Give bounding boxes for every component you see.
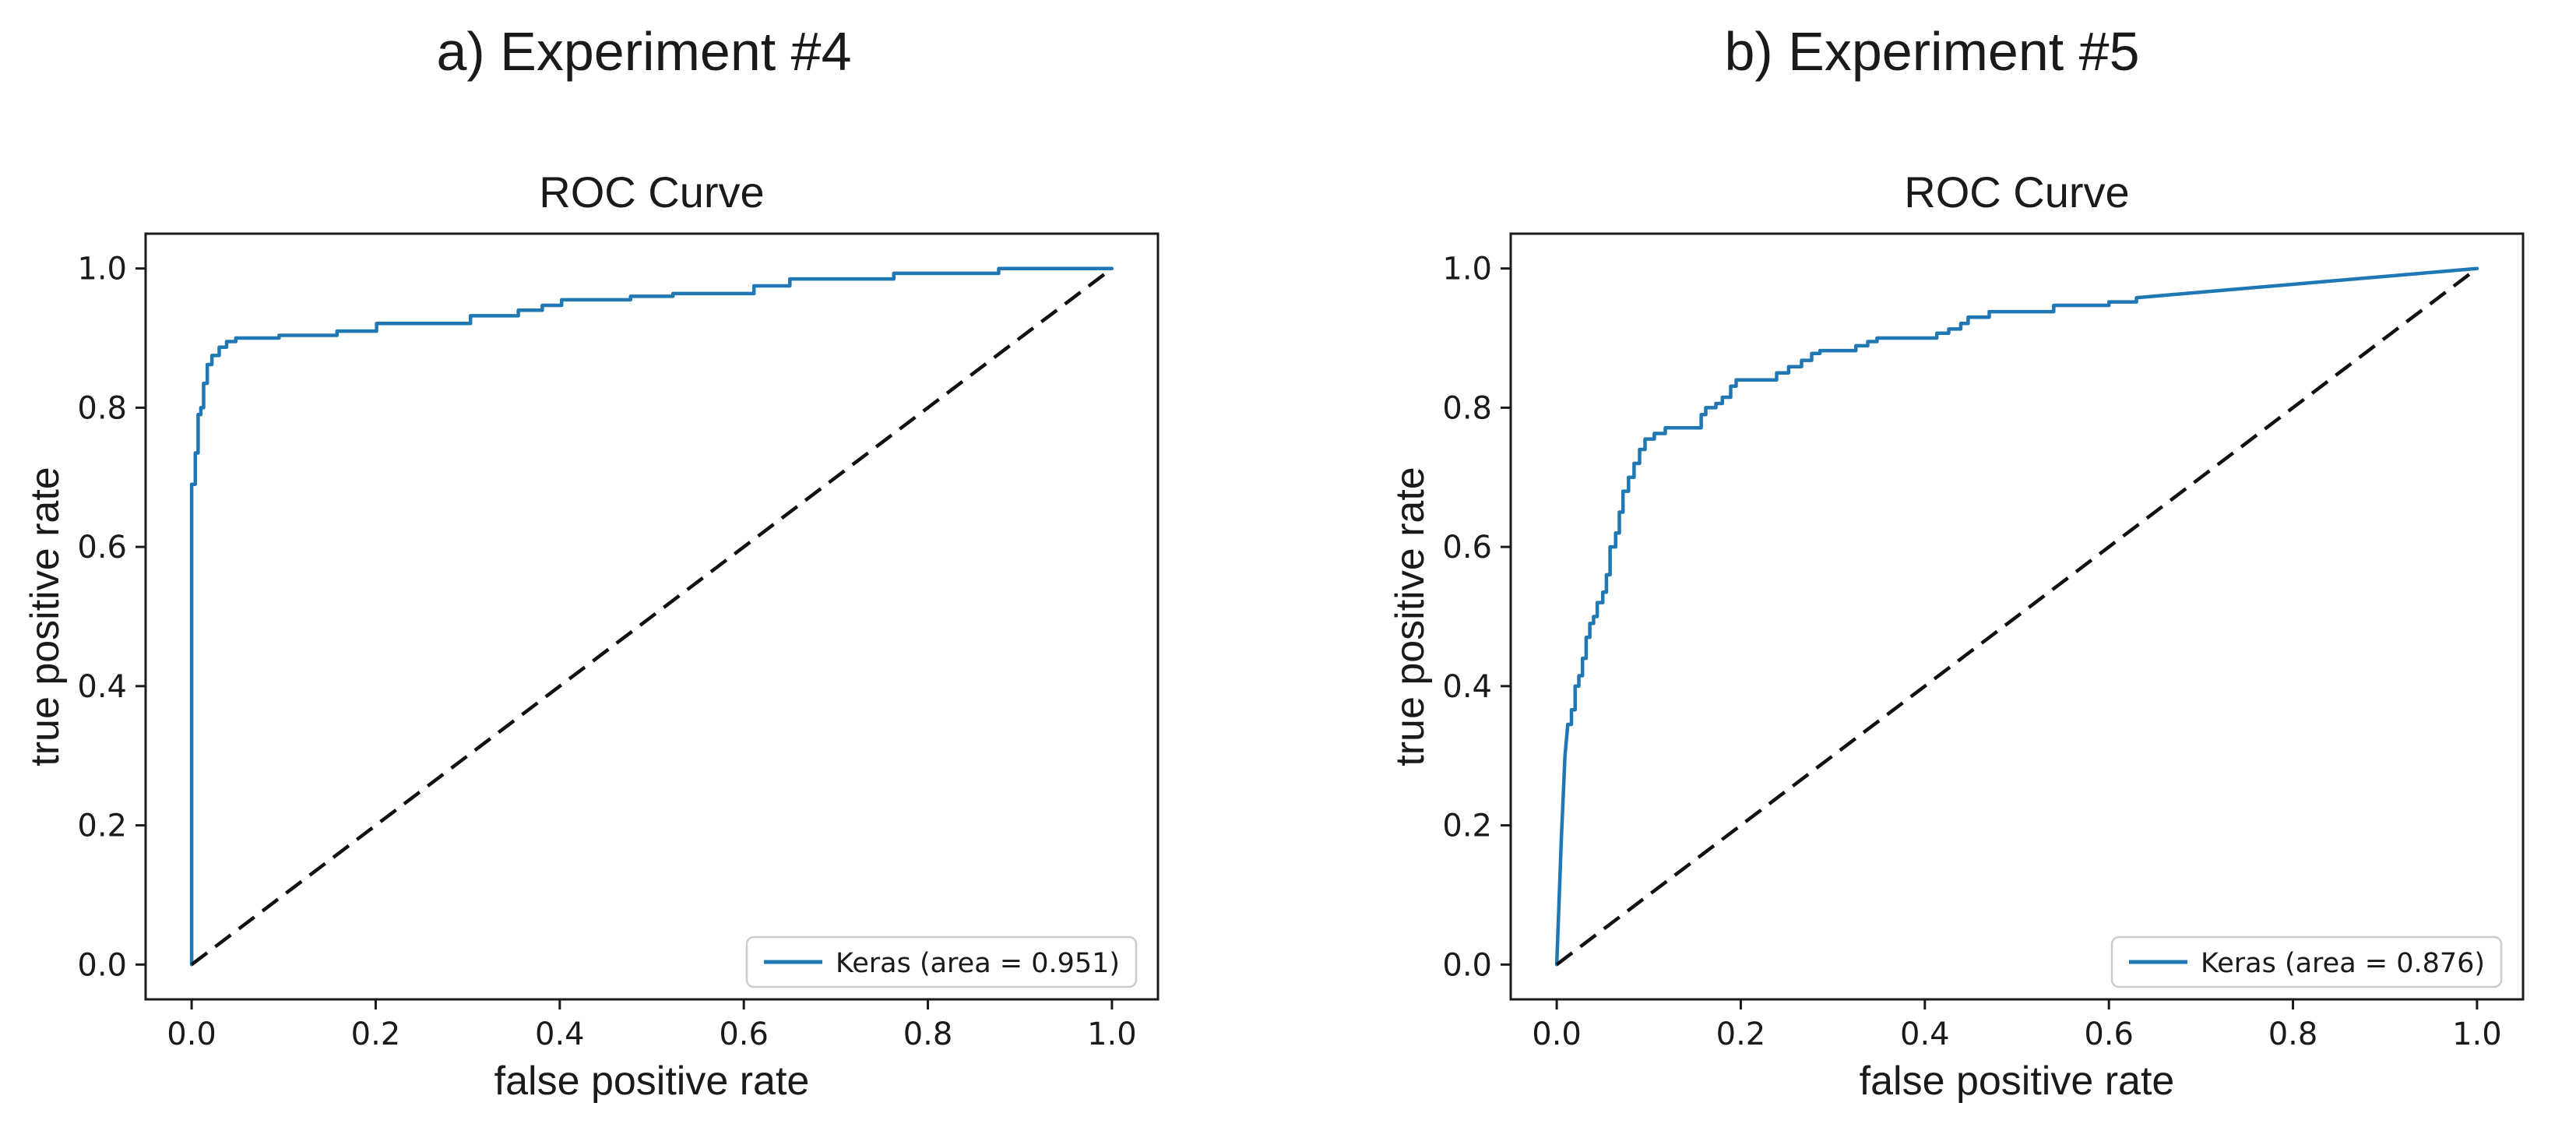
y-tick-label: 0.2 xyxy=(1442,809,1492,844)
roc-curve-line xyxy=(1554,266,2479,967)
chance-diagonal-line xyxy=(1555,266,2479,967)
y-tick-label: 0.8 xyxy=(77,390,127,426)
x-tick-label: 0.2 xyxy=(351,1016,401,1052)
chart-panel-0: ROC Curve 0.0 0.2 0.4 0.6 0.8 1.0 0.0 0.2 0.4 0.6 0… xyxy=(23,167,1160,1104)
x-tick-label: 0.0 xyxy=(167,1016,216,1052)
x-tick-label: 0.4 xyxy=(1900,1016,1950,1052)
y-tick-label: 0.0 xyxy=(77,947,127,983)
chance-diagonal-line xyxy=(190,266,1114,967)
x-tick-label: 0.8 xyxy=(903,1016,953,1052)
y-axis-label: true positive rate xyxy=(1388,467,1433,766)
legend-label: Keras (area = 0.876) xyxy=(2201,948,2485,979)
panel-label-b: b) Experiment #5 xyxy=(1724,21,2140,82)
y-tick-label: 1.0 xyxy=(77,252,127,287)
x-tick-label: 0.6 xyxy=(2084,1016,2134,1052)
legend-label: Keras (area = 0.951) xyxy=(836,948,1120,979)
x-axis-label: false positive rate xyxy=(1860,1059,2175,1104)
y-tick-label: 0.8 xyxy=(1442,390,1492,426)
chart-panel-1: ROC Curve 0.0 0.2 0.4 0.6 0.8 1.0 0.0 0.2 0.4 0.6 0… xyxy=(1388,167,2525,1104)
x-tick-label: 0.2 xyxy=(1716,1016,1766,1052)
y-tick-label: 0.6 xyxy=(1442,530,1492,566)
x-tick-label: 1.0 xyxy=(1087,1016,1137,1052)
chart-title: ROC Curve xyxy=(539,167,764,217)
y-axis-label: true positive rate xyxy=(23,467,68,766)
legend-box xyxy=(2110,935,2503,988)
y-tick-label: 1.0 xyxy=(1442,252,1492,287)
x-tick-label: 0.0 xyxy=(1532,1016,1582,1052)
legend-box xyxy=(745,935,1138,988)
y-tick-label: 0.4 xyxy=(77,669,127,705)
x-tick-label: 0.4 xyxy=(535,1016,585,1052)
y-tick-label: 0.0 xyxy=(1442,947,1492,983)
x-tick-label: 0.8 xyxy=(2268,1016,2318,1052)
x-tick-label: 0.6 xyxy=(719,1016,769,1052)
axes-spines xyxy=(144,232,1160,1001)
axes-spines xyxy=(1509,232,2525,1001)
x-axis-label: false positive rate xyxy=(494,1059,810,1104)
roc-curve-line xyxy=(189,266,1114,967)
panel-label-a: a) Experiment #4 xyxy=(436,21,852,82)
chart-title: ROC Curve xyxy=(1904,167,2129,217)
x-tick-label: 1.0 xyxy=(2452,1016,2502,1052)
y-tick-label: 0.4 xyxy=(1442,669,1492,705)
y-tick-label: 0.2 xyxy=(77,809,127,844)
y-tick-label: 0.6 xyxy=(77,530,127,566)
